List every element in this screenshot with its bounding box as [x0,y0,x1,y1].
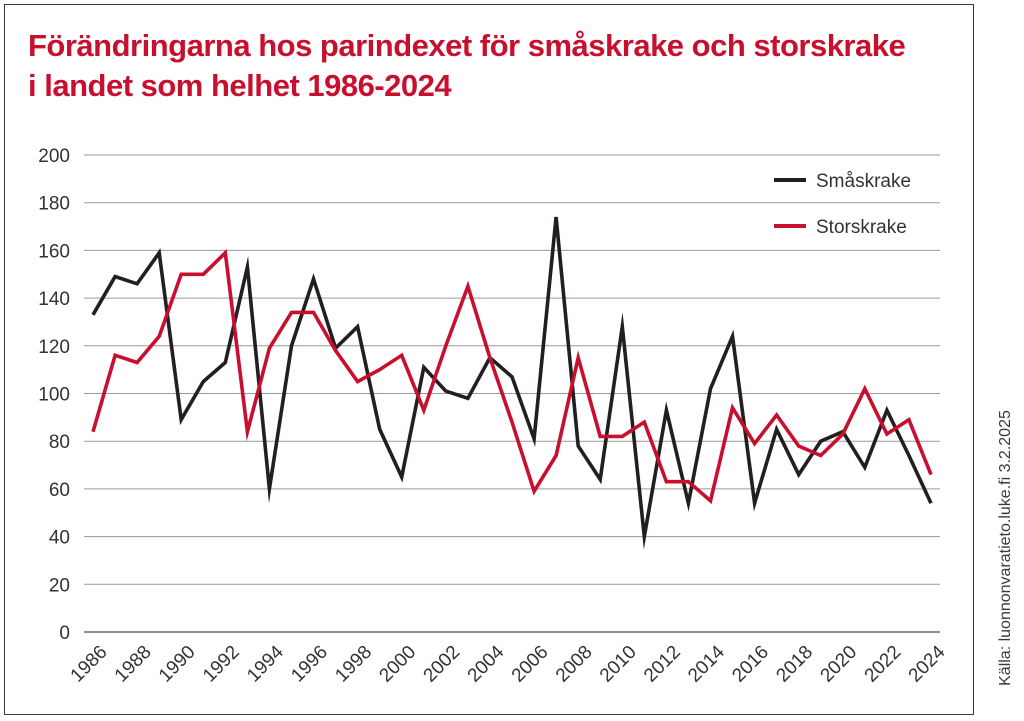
x-tick-label-1988: 1988 [111,642,156,687]
y-tick-label-40: 40 [49,528,70,549]
x-tick-label-2018: 2018 [772,642,817,687]
y-tick-label-20: 20 [49,575,70,596]
x-tick-label-2006: 2006 [508,642,553,687]
x-tick-label-2000: 2000 [375,642,420,687]
legend: Småskrake Storskrake [774,171,911,238]
legend-label-0: Småskrake [816,171,911,192]
x-tick-label-2024: 2024 [905,641,950,686]
y-tick-label-0: 0 [59,623,70,644]
x-tick-label-1992: 1992 [199,642,244,687]
x-tick-label-2012: 2012 [640,642,685,687]
y-tick-label-120: 120 [38,337,70,358]
y-tick-label-160: 160 [38,241,70,262]
series-lines [91,216,933,550]
y-tick-label-180: 180 [38,194,70,215]
x-tick-label-2002: 2002 [420,642,465,687]
source-note: Källa: luonnonvaratieto.luke.fi 3.2.2025 [997,410,1014,686]
y-tick-label-200: 200 [38,146,70,167]
x-tick-label-2004: 2004 [464,641,509,686]
y-tick-label-80: 80 [49,432,70,453]
y-axis-tick-labels: 0 20 40 60 80 100 120 140 160 180 200 [38,146,70,644]
x-tick-label-2020: 2020 [817,642,862,687]
x-tick-label-2010: 2010 [596,642,641,687]
series-line-1 [91,248,933,505]
x-axis-tick-labels: 1986 1988 1990 1992 1994 1996 1998 2000 2002 2004… [67,641,950,686]
legend-label-1: Storskrake [816,217,907,238]
x-tick-label-2014: 2014 [684,641,729,686]
x-tick-label-2022: 2022 [861,642,906,687]
x-tick-label-1996: 1996 [287,642,332,687]
y-tick-label-100: 100 [38,385,70,406]
x-tick-label-1998: 1998 [331,642,376,687]
x-tick-label-1990: 1990 [155,642,200,687]
y-tick-label-60: 60 [49,480,70,501]
grid-lines [84,154,940,633]
x-tick-label-2008: 2008 [552,642,597,687]
x-tick-label-1986: 1986 [67,642,112,687]
x-tick-label-1994: 1994 [243,641,288,686]
series-line-0 [91,216,933,550]
x-tick-label-2016: 2016 [728,642,773,687]
y-tick-label-140: 140 [38,289,70,310]
chart-title: Förändringarna hos parindexet för småskr… [28,28,906,103]
